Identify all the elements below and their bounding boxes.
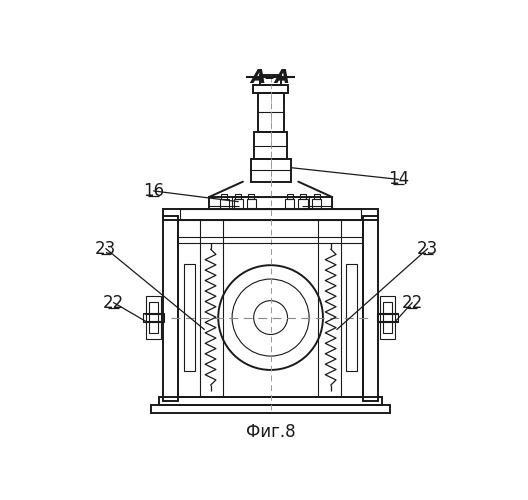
Bar — [380, 296, 395, 339]
Text: А–А: А–А — [251, 68, 290, 86]
Bar — [260, 74, 281, 86]
Bar — [233, 198, 243, 208]
Text: 16: 16 — [143, 182, 164, 200]
Bar — [253, 86, 288, 93]
Bar — [146, 296, 161, 339]
Bar — [346, 264, 357, 372]
Bar — [363, 216, 379, 401]
Bar — [377, 313, 399, 322]
Bar — [314, 194, 320, 198]
Bar — [298, 198, 307, 208]
Bar — [159, 398, 382, 405]
Bar — [149, 302, 158, 333]
Bar — [285, 198, 295, 208]
Bar — [221, 194, 228, 198]
Bar — [163, 210, 379, 220]
Bar — [180, 210, 362, 220]
Bar — [232, 197, 309, 209]
Bar — [143, 313, 164, 322]
Text: Фиг.8: Фиг.8 — [246, 424, 295, 442]
Bar — [258, 93, 284, 132]
Text: 22: 22 — [103, 294, 124, 312]
Text: 14: 14 — [388, 170, 409, 188]
Bar — [209, 197, 332, 209]
Bar — [220, 198, 229, 208]
Bar — [248, 194, 254, 198]
Bar — [151, 405, 390, 412]
Bar — [235, 194, 241, 198]
Bar — [287, 194, 293, 198]
Bar — [178, 220, 363, 398]
Bar — [254, 132, 287, 158]
Text: 23: 23 — [417, 240, 438, 258]
Bar — [383, 302, 392, 333]
Bar — [312, 198, 322, 208]
Text: 22: 22 — [402, 294, 423, 312]
Bar — [184, 264, 195, 372]
Bar — [247, 198, 256, 208]
Bar — [300, 194, 306, 198]
Text: 23: 23 — [95, 240, 117, 258]
Bar — [163, 216, 178, 401]
Bar — [251, 158, 290, 182]
